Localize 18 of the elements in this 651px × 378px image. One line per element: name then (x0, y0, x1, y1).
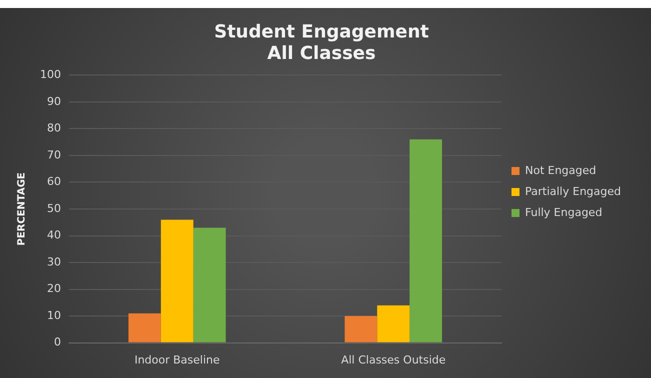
legend-label: Not Engaged (524, 164, 596, 177)
legend-label: Partially Engaged (524, 184, 622, 198)
y-tick-label: 20 (46, 282, 61, 296)
y-tick-label: 10 (46, 308, 61, 322)
y-tick-label: 30 (46, 255, 61, 268)
chart-title: Student Engagement All Classes (214, 21, 430, 64)
y-tick-label: 0 (54, 336, 61, 349)
y-tick-label: 60 (46, 175, 61, 188)
y-tick-label: 70 (46, 148, 61, 162)
y-tick-label: 90 (46, 94, 61, 108)
x-tick-label: Indoor Baseline (134, 353, 220, 366)
y-tick-label: 100 (40, 68, 61, 82)
y-tick-label: 50 (46, 202, 61, 215)
y-tick-label: 80 (46, 122, 61, 135)
legend-label: Fully Engaged (524, 206, 602, 219)
y-tick-label: 40 (46, 228, 61, 242)
x-tick-label: All Classes Outside (341, 353, 446, 366)
y-axis-title: PERCENTAGE (16, 172, 28, 246)
